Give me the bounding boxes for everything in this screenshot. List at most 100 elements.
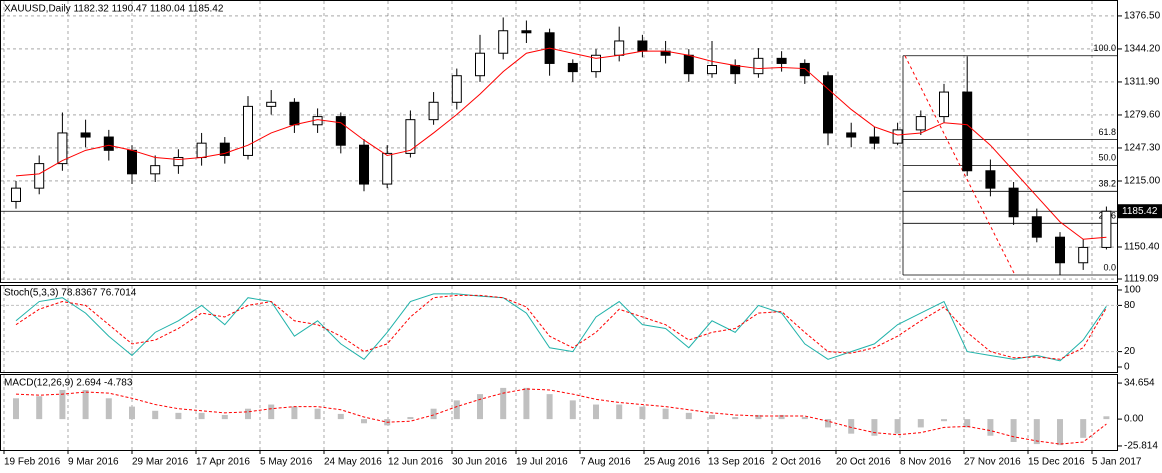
stoch-frame xyxy=(0,285,1118,373)
macd-bar xyxy=(964,419,971,428)
x-tick-label: 25 Aug 2016 xyxy=(644,457,701,468)
candle-body xyxy=(80,132,91,138)
macd-bar xyxy=(245,408,251,420)
macd-bar xyxy=(500,387,507,420)
candle-body xyxy=(1055,236,1065,264)
x-tick-label: 5 Jan 2017 xyxy=(1092,457,1142,468)
x-tick-label: 19 Jul 2016 xyxy=(516,457,568,468)
x-tick-label: 27 Nov 2016 xyxy=(964,457,1021,468)
price-label: 1185.42 xyxy=(1122,206,1158,217)
candle-body xyxy=(451,75,462,103)
candle-body xyxy=(1031,216,1042,238)
candle-body xyxy=(475,52,485,77)
candle-body xyxy=(753,57,764,75)
y-tick-label: 0 xyxy=(1124,362,1130,373)
candle-body xyxy=(335,116,346,146)
x-tick-label: 19 Feb 2016 xyxy=(4,457,61,468)
candle-body xyxy=(939,91,949,118)
fib-label: 100.0 xyxy=(1093,43,1116,53)
fib-label: 50.0 xyxy=(1098,153,1116,163)
macd-bar xyxy=(778,414,785,420)
candle-body xyxy=(150,165,161,175)
candle-body xyxy=(614,40,625,56)
fib-label: 0.0 xyxy=(1103,262,1116,272)
x-tick-label: 2 Oct 2016 xyxy=(772,457,821,468)
macd-bar xyxy=(105,398,112,420)
macd-bar xyxy=(13,398,19,420)
macd-bar xyxy=(523,387,530,420)
x-tick-label: 13 Sep 2016 xyxy=(708,457,765,468)
macd-bar xyxy=(152,410,159,420)
y-tick-label: 80 xyxy=(1124,300,1136,311)
candle-body xyxy=(707,64,717,75)
candle-body xyxy=(985,170,996,189)
macd-bar xyxy=(732,417,739,420)
macd-bar xyxy=(291,406,298,420)
candle-body xyxy=(243,105,253,156)
candle-body xyxy=(776,57,787,64)
candle-body xyxy=(591,54,601,73)
candle-body xyxy=(428,101,439,121)
candle-body xyxy=(1101,210,1112,248)
macd-bar xyxy=(917,419,924,428)
x-tick-label: 7 Aug 2016 xyxy=(580,457,631,468)
macd-bar xyxy=(1057,419,1063,446)
fib-label: 38.2 xyxy=(1098,179,1116,189)
candle-body xyxy=(219,142,230,156)
macd-bar xyxy=(593,404,599,420)
candle-body xyxy=(266,101,277,107)
macd-bar xyxy=(987,419,994,436)
candle-body xyxy=(57,132,68,165)
macd-bar xyxy=(894,419,901,434)
macd-bar xyxy=(36,396,43,420)
fib-label: 61.8 xyxy=(1098,127,1116,137)
chart-header: XAUUSD,Daily 1182.32 1190.47 1180.04 118… xyxy=(4,4,224,15)
macd-title: MACD(12,26,9) 2.694 -4.783 xyxy=(4,378,133,389)
macd-bar xyxy=(221,414,228,420)
candle-body xyxy=(359,144,369,185)
macd-bar xyxy=(59,389,66,420)
price-box xyxy=(1118,204,1162,219)
macd-bar xyxy=(337,413,344,420)
candle-body xyxy=(103,136,114,151)
macd-bar xyxy=(662,408,669,420)
candle-body xyxy=(498,30,509,54)
macd-bar xyxy=(801,417,808,420)
macd-bar xyxy=(639,406,646,420)
y-tick-label: 1279.60 xyxy=(1124,110,1161,121)
x-tick-label: 29 Mar 2016 xyxy=(132,457,189,468)
y-tick-label: 1150.40 xyxy=(1124,242,1160,253)
macd-bar xyxy=(709,414,715,420)
macd-bar xyxy=(871,419,878,436)
macd-bar xyxy=(477,394,483,420)
macd-bar xyxy=(82,389,89,420)
x-tick-label: 8 Nov 2016 xyxy=(900,457,952,468)
candle-body xyxy=(730,64,741,75)
candle-body xyxy=(637,40,648,52)
macd-bar xyxy=(198,412,205,420)
x-tick-label: 30 Jun 2016 xyxy=(452,457,507,468)
macd-bar xyxy=(941,419,947,422)
macd-bar xyxy=(453,400,460,420)
candle-body xyxy=(846,132,857,138)
x-tick-label: 15 Dec 2016 xyxy=(1028,457,1085,468)
line xyxy=(15,47,1107,240)
candle-body xyxy=(683,54,694,75)
y-tick-label: 34.654 xyxy=(1124,378,1155,389)
x-tick-label: 24 May 2016 xyxy=(324,457,382,468)
x-tick-label: 9 Mar 2016 xyxy=(68,457,119,468)
y-tick-label: 1311.90 xyxy=(1124,77,1160,88)
macd-bar xyxy=(825,419,831,428)
candle-body xyxy=(799,62,810,77)
macd-bar xyxy=(616,404,623,420)
macd-bar xyxy=(407,417,414,420)
fib-trend xyxy=(904,55,1016,276)
macd-bar xyxy=(175,412,182,420)
candle-body xyxy=(405,119,416,154)
x-tick-label: 12 Jun 2016 xyxy=(388,457,443,468)
macd-bar xyxy=(1080,419,1087,438)
candle-body xyxy=(173,156,184,167)
candle-body xyxy=(962,91,973,172)
candle-body xyxy=(567,62,578,73)
